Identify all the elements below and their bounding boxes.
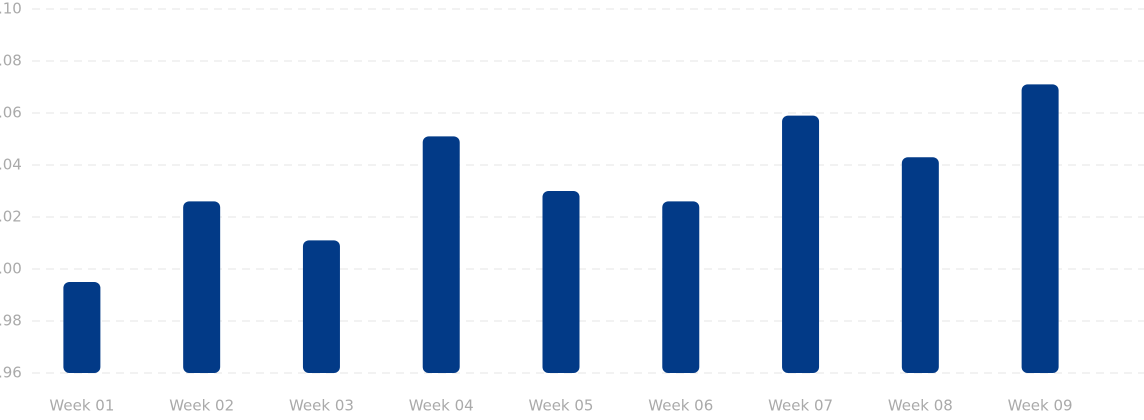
y-tick-label: .96 [0, 364, 22, 382]
bar [782, 115, 820, 373]
y-tick-label: .02 [0, 208, 22, 226]
x-tick-label: Week 09 [1008, 397, 1073, 415]
bar [63, 282, 101, 373]
y-tick-label: .10 [0, 0, 22, 18]
bar [901, 157, 939, 373]
y-tick-label: .98 [0, 312, 22, 330]
bar [302, 240, 340, 373]
x-tick-label: Week 06 [648, 397, 713, 415]
x-tick-label: Week 08 [888, 397, 953, 415]
bar [662, 201, 700, 373]
bar [542, 191, 580, 373]
bar [183, 201, 221, 373]
y-tick-label: .06 [0, 104, 22, 122]
y-tick-label: .00 [0, 260, 22, 278]
bar [1021, 84, 1059, 374]
x-tick-label: Week 01 [49, 397, 114, 415]
x-tick-label: Week 03 [289, 397, 354, 415]
x-tick-label: Week 02 [169, 397, 234, 415]
x-tick-label: Week 05 [529, 397, 594, 415]
y-tick-label: .08 [0, 52, 22, 70]
x-tick-label: Week 04 [409, 397, 474, 415]
bar [422, 136, 460, 373]
y-tick-label: .04 [0, 156, 22, 174]
x-tick-label: Week 07 [768, 397, 833, 415]
